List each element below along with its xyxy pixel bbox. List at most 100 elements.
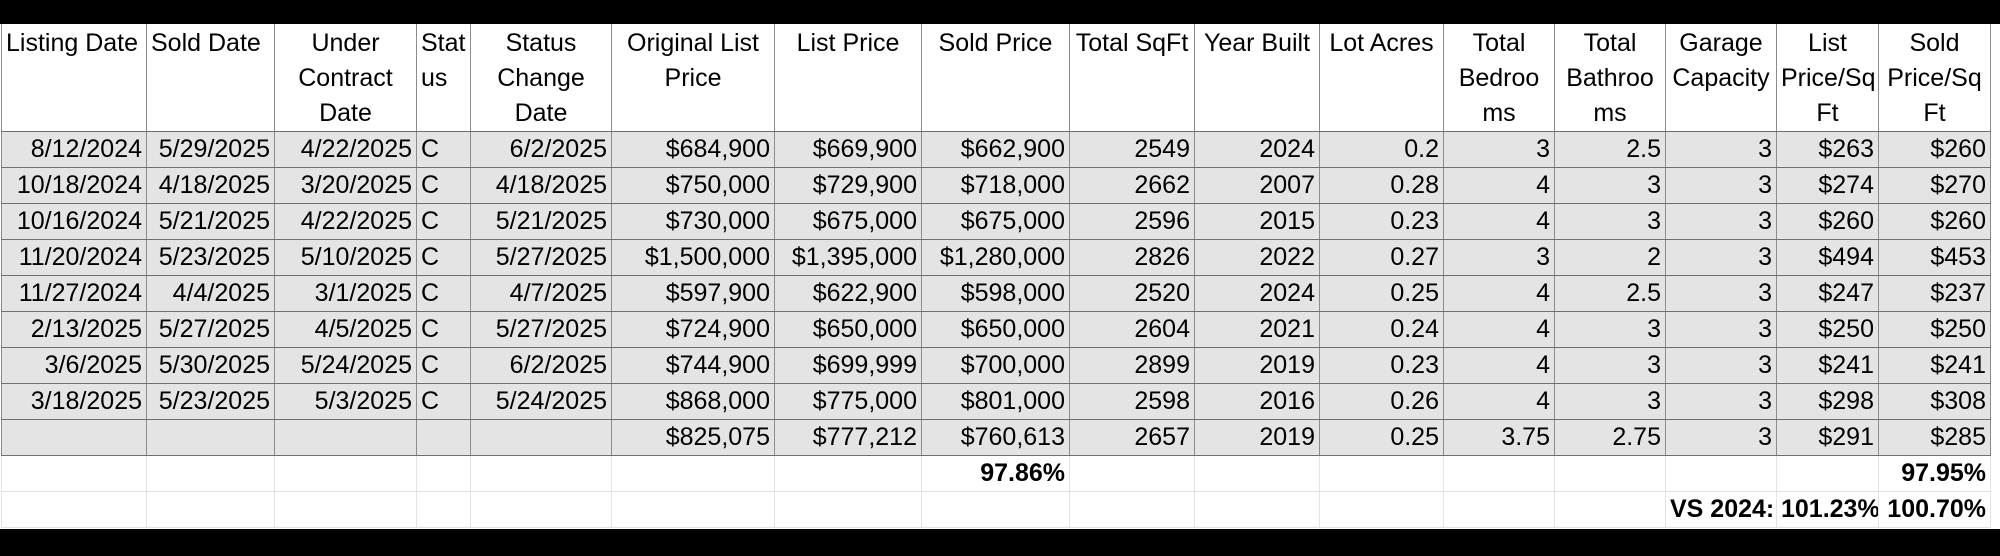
table-cell[interactable]: 3 bbox=[1554, 311, 1666, 348]
column-header[interactable]: Year Built bbox=[1194, 24, 1320, 132]
table-cell[interactable] bbox=[611, 491, 775, 528]
table-cell[interactable]: 3/1/2025 bbox=[274, 275, 417, 312]
table-cell[interactable]: $775,000 bbox=[774, 383, 922, 420]
table-cell[interactable] bbox=[274, 419, 417, 456]
table-cell[interactable]: 2022 bbox=[1194, 239, 1320, 276]
table-cell[interactable]: $598,000 bbox=[921, 275, 1070, 312]
table-cell[interactable]: $675,000 bbox=[774, 203, 922, 240]
table-cell[interactable] bbox=[416, 455, 471, 492]
table-cell[interactable]: 6/2/2025 bbox=[470, 347, 612, 384]
table-cell[interactable] bbox=[1069, 491, 1195, 528]
table-cell[interactable]: $274 bbox=[1776, 167, 1879, 204]
table-cell[interactable]: 0.2 bbox=[1319, 131, 1444, 168]
table-cell[interactable]: $260 bbox=[1776, 203, 1879, 240]
table-cell[interactable] bbox=[470, 455, 612, 492]
table-cell[interactable]: 3.75 bbox=[1443, 419, 1555, 456]
table-cell[interactable]: 5/24/2025 bbox=[274, 347, 417, 384]
table-cell[interactable]: 2604 bbox=[1069, 311, 1195, 348]
table-cell[interactable] bbox=[1319, 455, 1444, 492]
table-cell[interactable]: 4/18/2025 bbox=[146, 167, 275, 204]
table-cell[interactable] bbox=[1194, 455, 1320, 492]
table-cell[interactable]: 0.25 bbox=[1319, 419, 1444, 456]
table-cell[interactable]: $650,000 bbox=[774, 311, 922, 348]
table-cell[interactable]: 100.70% bbox=[1878, 491, 1991, 528]
table-cell[interactable]: $662,900 bbox=[921, 131, 1070, 168]
table-cell[interactable]: 2021 bbox=[1194, 311, 1320, 348]
table-cell[interactable] bbox=[1, 455, 147, 492]
table-cell[interactable]: $250 bbox=[1878, 311, 1991, 348]
column-header[interactable]: Original List Price bbox=[611, 24, 775, 132]
table-cell[interactable]: 4 bbox=[1443, 203, 1555, 240]
table-cell[interactable]: 2016 bbox=[1194, 383, 1320, 420]
table-cell[interactable]: C bbox=[416, 383, 471, 420]
table-cell[interactable] bbox=[921, 491, 1070, 528]
table-cell[interactable] bbox=[1443, 455, 1555, 492]
table-cell[interactable]: 2024 bbox=[1194, 131, 1320, 168]
table-cell[interactable]: $868,000 bbox=[611, 383, 775, 420]
table-cell[interactable]: 97.86% bbox=[921, 455, 1070, 492]
table-cell[interactable]: 97.95% bbox=[1878, 455, 1991, 492]
table-cell[interactable]: 3/18/2025 bbox=[1, 383, 147, 420]
table-cell[interactable]: 4/4/2025 bbox=[146, 275, 275, 312]
table-cell[interactable] bbox=[1, 491, 147, 528]
table-cell[interactable]: VS 2024: bbox=[1665, 491, 1777, 528]
table-cell[interactable]: 11/20/2024 bbox=[1, 239, 147, 276]
table-cell[interactable]: 0.27 bbox=[1319, 239, 1444, 276]
table-cell[interactable]: 4 bbox=[1443, 383, 1555, 420]
table-cell[interactable]: 0.25 bbox=[1319, 275, 1444, 312]
table-cell[interactable]: 3 bbox=[1665, 311, 1777, 348]
table-cell[interactable]: 0.26 bbox=[1319, 383, 1444, 420]
table-cell[interactable]: 10/18/2024 bbox=[1, 167, 147, 204]
table-cell[interactable]: $1,395,000 bbox=[774, 239, 922, 276]
table-cell[interactable]: $597,900 bbox=[611, 275, 775, 312]
table-cell[interactable]: $730,000 bbox=[611, 203, 775, 240]
table-cell[interactable]: $718,000 bbox=[921, 167, 1070, 204]
table-cell[interactable]: $825,075 bbox=[611, 419, 775, 456]
table-cell[interactable]: $650,000 bbox=[921, 311, 1070, 348]
table-cell[interactable]: 5/30/2025 bbox=[146, 347, 275, 384]
table-cell[interactable] bbox=[1443, 491, 1555, 528]
column-header[interactable]: Sold Price/Sq Ft bbox=[1878, 24, 1991, 132]
table-cell[interactable]: 0.23 bbox=[1319, 347, 1444, 384]
column-header[interactable]: Total SqFt bbox=[1069, 24, 1195, 132]
table-cell[interactable]: $777,212 bbox=[774, 419, 922, 456]
table-cell[interactable]: 5/21/2025 bbox=[470, 203, 612, 240]
column-header[interactable]: Under Contract Date bbox=[274, 24, 417, 132]
table-cell[interactable]: 2662 bbox=[1069, 167, 1195, 204]
table-cell[interactable] bbox=[1, 419, 147, 456]
table-cell[interactable]: 5/27/2025 bbox=[470, 239, 612, 276]
table-cell[interactable]: 2598 bbox=[1069, 383, 1195, 420]
table-cell[interactable]: $750,000 bbox=[611, 167, 775, 204]
table-cell[interactable]: C bbox=[416, 239, 471, 276]
column-header[interactable]: Stat us bbox=[416, 24, 471, 132]
table-cell[interactable]: 2549 bbox=[1069, 131, 1195, 168]
table-cell[interactable]: 3 bbox=[1443, 131, 1555, 168]
table-cell[interactable] bbox=[1069, 455, 1195, 492]
table-cell[interactable]: 4/5/2025 bbox=[274, 311, 417, 348]
table-cell[interactable]: 5/27/2025 bbox=[470, 311, 612, 348]
table-cell[interactable]: 4 bbox=[1443, 311, 1555, 348]
table-cell[interactable] bbox=[1319, 491, 1444, 528]
table-cell[interactable]: 2.5 bbox=[1554, 131, 1666, 168]
table-cell[interactable] bbox=[470, 419, 612, 456]
column-header[interactable]: List Price bbox=[774, 24, 922, 132]
table-cell[interactable]: $729,900 bbox=[774, 167, 922, 204]
table-cell[interactable]: 3 bbox=[1443, 239, 1555, 276]
table-cell[interactable] bbox=[1194, 491, 1320, 528]
table-cell[interactable] bbox=[1554, 491, 1666, 528]
table-cell[interactable]: $270 bbox=[1878, 167, 1991, 204]
table-cell[interactable]: 4/22/2025 bbox=[274, 203, 417, 240]
table-cell[interactable]: 6/2/2025 bbox=[470, 131, 612, 168]
table-cell[interactable] bbox=[1776, 455, 1879, 492]
table-cell[interactable]: 2024 bbox=[1194, 275, 1320, 312]
table-cell[interactable] bbox=[416, 419, 471, 456]
table-cell[interactable]: 2.5 bbox=[1554, 275, 1666, 312]
table-cell[interactable]: 2/13/2025 bbox=[1, 311, 147, 348]
table-cell[interactable] bbox=[1665, 455, 1777, 492]
table-cell[interactable]: 3/6/2025 bbox=[1, 347, 147, 384]
table-cell[interactable]: C bbox=[416, 275, 471, 312]
table-cell[interactable]: 2019 bbox=[1194, 419, 1320, 456]
table-cell[interactable]: 3 bbox=[1665, 203, 1777, 240]
table-cell[interactable] bbox=[146, 419, 275, 456]
column-header[interactable]: Lot Acres bbox=[1319, 24, 1444, 132]
